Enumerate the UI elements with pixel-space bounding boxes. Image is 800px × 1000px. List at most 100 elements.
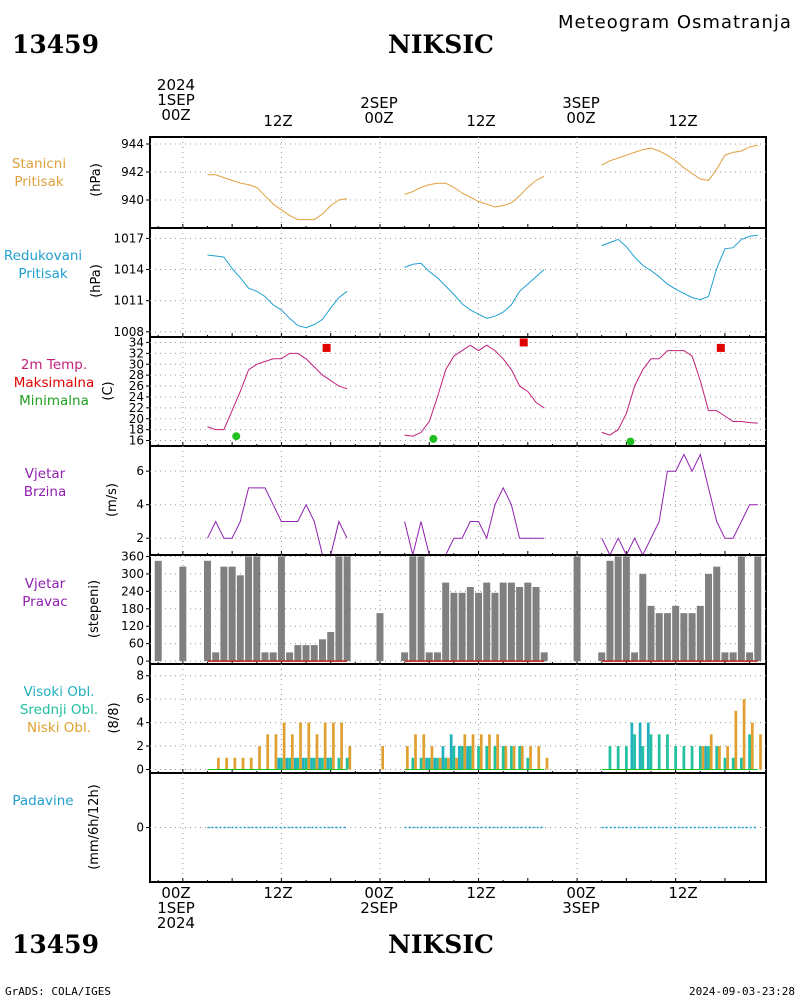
cloud-bar-low (316, 734, 319, 769)
wind-direction-bar (524, 583, 531, 661)
wind-direction-bar (426, 652, 433, 661)
wind-direction-bar (335, 556, 342, 661)
wind-speed-line-0 (208, 488, 348, 555)
y-tick-label: 0 (136, 821, 144, 835)
wind-direction-bar (278, 556, 285, 661)
panel-frame-reduced-pressure (150, 228, 766, 337)
cloud-bar-mid (305, 758, 308, 770)
y-tick-label: 180 (121, 602, 144, 616)
cloud-bar-low (521, 746, 524, 769)
wind-direction-bar (327, 632, 334, 661)
unit-reduced-pressure: (hPa) (89, 264, 104, 298)
cloud-bar-low (406, 746, 409, 769)
cloud-bar-mid (313, 758, 316, 770)
wind-direction-bar (483, 583, 490, 661)
cloud-bar-low (291, 734, 294, 769)
cloud-bar-low (759, 734, 762, 769)
cloud-bar-mid (748, 734, 751, 769)
cloud-bar-low (710, 734, 713, 769)
unit-wind-direction: (stepeni) (87, 580, 102, 638)
cloud-bar-mid (732, 758, 735, 770)
cloud-bar-mid (461, 746, 464, 769)
wind-direction-bar (491, 593, 498, 661)
wind-direction-bar (680, 613, 687, 661)
wind-direction-bar (459, 593, 466, 661)
cloud-bar-low (275, 734, 278, 769)
cloud-bar-mid (658, 734, 661, 769)
cloud-bar-mid (674, 746, 677, 769)
station-pressure-line-0 (208, 175, 348, 220)
wind-direction-bar (615, 556, 622, 661)
cloud-bar-mid (510, 746, 513, 769)
temp-min-marker (626, 438, 634, 446)
cloud-bar-high (277, 758, 280, 770)
wind-direction-bar (155, 561, 162, 661)
temp-max-marker (717, 344, 725, 352)
unit-clouds: (8/8) (107, 702, 122, 733)
wind-direction-bar (434, 652, 441, 661)
wind-speed-line-1 (405, 488, 545, 555)
wind-direction-bar (294, 645, 301, 661)
cloud-bar-mid (625, 746, 628, 769)
cloud-bar-low (233, 758, 236, 770)
wind-direction-bar (270, 652, 277, 661)
wind-direction-bar (467, 587, 474, 661)
wind-direction-bar (376, 613, 383, 661)
wind-direction-bar (344, 556, 351, 661)
y-tick-label: 2 (136, 739, 144, 753)
cloud-bar-low (529, 746, 532, 769)
station-pressure-line-1 (405, 176, 545, 207)
cloud-bar-low (751, 723, 754, 770)
y-tick-label: 120 (121, 619, 144, 633)
footer-station-name: NIKSIC (388, 930, 494, 959)
cloud-bar-mid (329, 758, 332, 770)
cloud-bar-mid (683, 746, 686, 769)
wind-direction-bar (220, 567, 227, 661)
cloud-bar-high (294, 758, 297, 770)
cloud-bar-mid (338, 758, 341, 770)
wind-direction-bar (672, 606, 679, 661)
y-tick-label: 1011 (113, 294, 144, 308)
cloud-bar-low (283, 723, 286, 770)
temp-min-marker (232, 432, 240, 440)
cloud-bar-high (458, 746, 461, 769)
cloud-bar-mid (650, 734, 653, 769)
cloud-bar-low (546, 758, 549, 770)
y-tick-label: 4 (136, 498, 144, 512)
footer-station-id: 13459 (12, 930, 99, 959)
cloud-bar-mid (518, 746, 521, 769)
cloud-bar-low (266, 734, 269, 769)
reduced-pressure-line-1 (405, 263, 545, 318)
wind-direction-bar (689, 613, 696, 661)
wind-direction-bar (253, 556, 260, 661)
cloud-bar-low (340, 723, 343, 770)
cloud-bar-mid (526, 758, 529, 770)
time-label-bottom-12: 12Z (254, 886, 302, 901)
cloud-bar-low (332, 723, 335, 770)
y-tick-label: 60 (129, 637, 144, 651)
y-tick-label: 2 (136, 531, 144, 545)
wind-direction-bar (656, 613, 663, 661)
cloud-bar-low (225, 758, 228, 770)
cloud-bar-high (286, 758, 289, 770)
wind-direction-bar (738, 556, 745, 661)
cloud-bar-high (425, 758, 428, 770)
cloud-bar-low (726, 746, 729, 769)
wind-direction-bar (303, 645, 310, 661)
cloud-bar-mid (724, 758, 727, 770)
y-tick-label: 6 (136, 464, 144, 478)
cloud-bar-low (242, 758, 245, 770)
wind-direction-bar (623, 556, 630, 661)
y-tick-label: 300 (121, 567, 144, 581)
temp-max-marker (520, 338, 528, 346)
cloud-bar-low (447, 758, 450, 770)
cloud-bar-mid (280, 758, 283, 770)
temp-min-marker (429, 435, 437, 443)
y-tick-label: 942 (121, 165, 144, 179)
cloud-bar-mid (691, 746, 694, 769)
reduced-pressure-line-0 (208, 255, 348, 328)
cloud-bar-low (513, 746, 516, 769)
wind-direction-bar (730, 652, 737, 661)
cloud-bar-high (318, 758, 321, 770)
cloud-bar-low (463, 734, 466, 769)
